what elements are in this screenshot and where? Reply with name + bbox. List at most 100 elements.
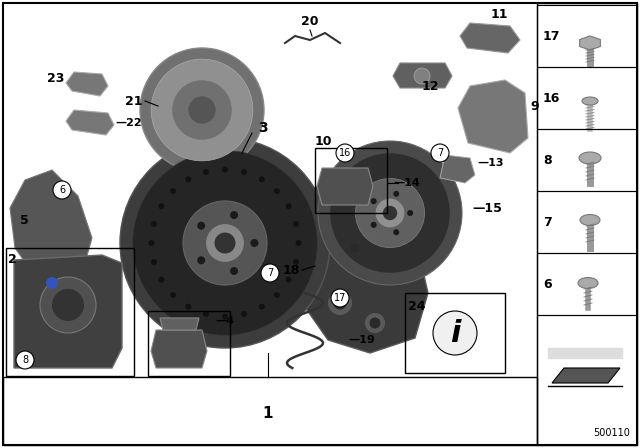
- Bar: [537, 129, 637, 191]
- Circle shape: [158, 203, 164, 209]
- Circle shape: [407, 210, 413, 216]
- Text: 8: 8: [22, 355, 28, 365]
- Circle shape: [170, 292, 176, 298]
- Polygon shape: [14, 255, 122, 368]
- Polygon shape: [460, 23, 520, 53]
- Text: —15: —15: [472, 202, 502, 215]
- Text: 17: 17: [334, 293, 346, 303]
- Text: 18: 18: [283, 263, 300, 276]
- Text: 7: 7: [437, 148, 443, 158]
- Text: 9: 9: [530, 99, 539, 112]
- Text: 16: 16: [543, 91, 561, 104]
- Circle shape: [185, 304, 191, 310]
- Circle shape: [293, 259, 299, 265]
- Circle shape: [351, 244, 360, 252]
- Ellipse shape: [578, 277, 598, 289]
- Circle shape: [393, 229, 399, 235]
- Bar: [537, 253, 637, 315]
- Text: —14: —14: [393, 178, 420, 188]
- Text: 6: 6: [59, 185, 65, 195]
- Circle shape: [369, 318, 381, 328]
- Circle shape: [365, 313, 385, 333]
- Circle shape: [285, 203, 292, 209]
- Circle shape: [52, 289, 84, 321]
- Circle shape: [393, 191, 399, 197]
- Text: 7: 7: [267, 268, 273, 278]
- Circle shape: [330, 153, 450, 273]
- Circle shape: [336, 144, 354, 162]
- Text: —22: —22: [115, 118, 141, 128]
- Circle shape: [158, 277, 164, 283]
- Polygon shape: [285, 173, 428, 353]
- Circle shape: [274, 188, 280, 194]
- Text: 12: 12: [421, 80, 439, 93]
- Circle shape: [53, 181, 71, 199]
- Circle shape: [383, 206, 397, 220]
- Polygon shape: [458, 80, 528, 153]
- Circle shape: [151, 259, 157, 265]
- Circle shape: [371, 198, 377, 204]
- Circle shape: [46, 277, 58, 289]
- Text: 1: 1: [263, 405, 273, 421]
- Circle shape: [151, 221, 157, 227]
- Circle shape: [433, 311, 477, 355]
- Circle shape: [120, 138, 330, 348]
- Circle shape: [328, 291, 352, 315]
- Circle shape: [250, 239, 259, 247]
- Bar: [537, 191, 637, 253]
- Circle shape: [431, 144, 449, 162]
- Text: 2: 2: [8, 253, 17, 266]
- Circle shape: [151, 59, 253, 161]
- Circle shape: [371, 222, 377, 228]
- Circle shape: [274, 292, 280, 298]
- Circle shape: [222, 167, 228, 172]
- Ellipse shape: [579, 152, 601, 164]
- Polygon shape: [151, 330, 207, 368]
- Circle shape: [331, 289, 349, 307]
- Bar: [315, 148, 387, 213]
- Circle shape: [214, 233, 236, 254]
- Circle shape: [261, 264, 279, 282]
- Circle shape: [414, 68, 430, 84]
- Polygon shape: [160, 318, 199, 330]
- Circle shape: [203, 169, 209, 175]
- Circle shape: [206, 224, 244, 262]
- Text: 21: 21: [125, 95, 143, 108]
- Circle shape: [241, 311, 247, 317]
- Text: 23: 23: [47, 72, 64, 85]
- Text: i: i: [450, 319, 460, 348]
- Text: 24: 24: [408, 300, 426, 313]
- Text: 11: 11: [490, 8, 508, 21]
- Bar: [6, 248, 134, 376]
- Polygon shape: [66, 72, 108, 96]
- Circle shape: [318, 141, 462, 285]
- Circle shape: [197, 222, 205, 230]
- Ellipse shape: [582, 97, 598, 105]
- Circle shape: [285, 277, 292, 283]
- Bar: [405, 293, 505, 373]
- Circle shape: [293, 221, 299, 227]
- Circle shape: [16, 351, 34, 369]
- Circle shape: [132, 151, 317, 336]
- Polygon shape: [393, 63, 452, 88]
- Bar: [3, 377, 537, 445]
- Bar: [537, 3, 637, 445]
- Bar: [148, 311, 230, 376]
- Circle shape: [259, 304, 265, 310]
- Polygon shape: [580, 36, 600, 50]
- Text: —13: —13: [477, 158, 504, 168]
- Text: 10: 10: [315, 135, 333, 148]
- Polygon shape: [10, 170, 92, 286]
- Circle shape: [230, 267, 238, 275]
- Text: 8: 8: [543, 154, 552, 167]
- Circle shape: [183, 201, 267, 285]
- Text: 7: 7: [543, 215, 552, 228]
- Text: 500110: 500110: [593, 428, 630, 438]
- Polygon shape: [552, 368, 620, 383]
- Text: 3: 3: [258, 121, 268, 135]
- Text: —4: —4: [215, 316, 234, 326]
- Circle shape: [296, 240, 301, 246]
- Circle shape: [222, 314, 228, 319]
- Circle shape: [172, 80, 232, 140]
- Circle shape: [333, 297, 347, 310]
